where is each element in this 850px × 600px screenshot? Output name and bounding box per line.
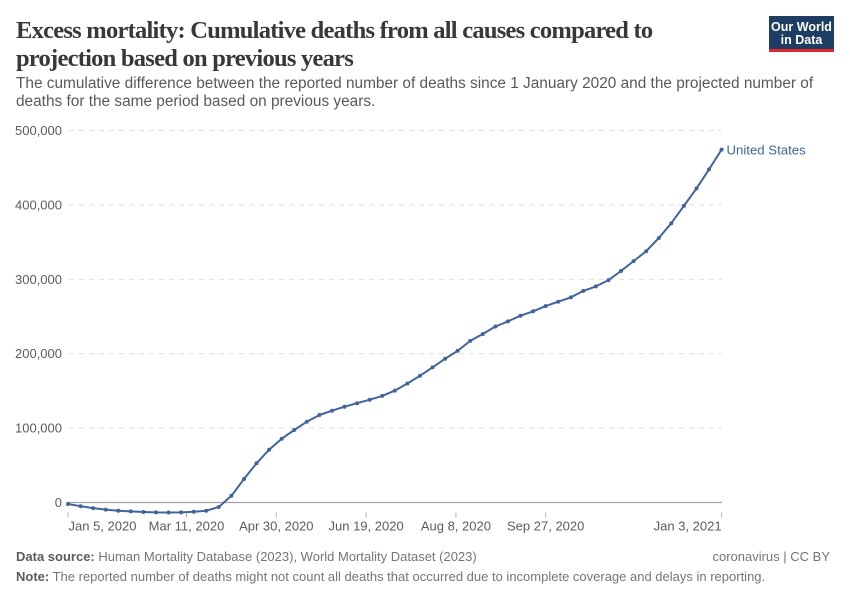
svg-text:500,000: 500,000 xyxy=(15,123,62,138)
svg-text:Apr 30, 2020: Apr 30, 2020 xyxy=(239,518,313,533)
svg-text:United States: United States xyxy=(727,142,807,157)
svg-text:Jan 3, 2021: Jan 3, 2021 xyxy=(654,518,722,533)
svg-text:400,000: 400,000 xyxy=(15,198,62,213)
svg-text:Jun 19, 2020: Jun 19, 2020 xyxy=(329,518,404,533)
svg-text:200,000: 200,000 xyxy=(15,346,62,361)
svg-text:300,000: 300,000 xyxy=(15,272,62,287)
svg-text:0: 0 xyxy=(55,495,62,510)
svg-text:Sep 27, 2020: Sep 27, 2020 xyxy=(507,518,584,533)
svg-text:100,000: 100,000 xyxy=(15,421,62,436)
svg-text:Jan 5, 2020: Jan 5, 2020 xyxy=(69,518,137,533)
svg-text:Mar 11, 2020: Mar 11, 2020 xyxy=(149,518,225,533)
svg-text:Aug 8, 2020: Aug 8, 2020 xyxy=(421,518,491,533)
